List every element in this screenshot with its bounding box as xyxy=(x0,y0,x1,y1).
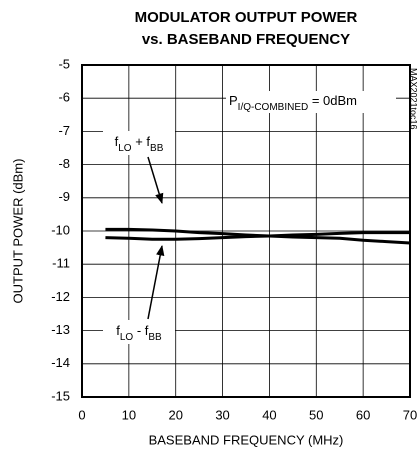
annotation-part: + f xyxy=(132,134,151,149)
arrow xyxy=(147,244,165,320)
annotations xyxy=(103,91,396,344)
y-axis-label: OUTPUT POWER (dBm) xyxy=(10,159,25,304)
x-tick-label: 70 xyxy=(403,407,417,422)
annotation: fLO - fBB xyxy=(116,323,162,343)
lines xyxy=(105,227,411,245)
chart-title: MODULATOR OUTPUT POWER xyxy=(135,9,358,26)
y-tick-label: -13 xyxy=(51,322,70,337)
annotation-part: LO xyxy=(120,332,134,343)
annotation-bg xyxy=(103,131,175,155)
annotation-part: LO xyxy=(118,143,132,154)
watermark: MAX2021toc16 xyxy=(409,68,419,130)
grid xyxy=(81,64,411,398)
arrow xyxy=(147,156,164,205)
y-tick-label: -5 xyxy=(58,56,70,71)
annotation: PI/Q-COMBINED = 0dBm xyxy=(229,93,357,113)
y-tick-label: -9 xyxy=(58,189,70,204)
x-axis-label: BASEBAND FREQUENCY (MHz) xyxy=(149,432,344,447)
chart-title: vs. BASEBAND FREQUENCY xyxy=(142,31,350,48)
series-line xyxy=(105,231,410,241)
x-tick-label: 20 xyxy=(168,407,182,422)
x-tick-label: 10 xyxy=(122,407,136,422)
annotation-part: P xyxy=(229,93,238,108)
y-tick-label: -11 xyxy=(52,256,70,271)
annotation-part: BB xyxy=(150,143,164,154)
y-tick-label: -15 xyxy=(51,388,70,403)
annotation-part: - f xyxy=(133,323,149,338)
x-tick-label: 30 xyxy=(215,407,229,422)
annotation-bg xyxy=(103,320,175,344)
annotation-part: = 0dBm xyxy=(308,93,357,108)
y-tick-label: -12 xyxy=(51,289,70,304)
annotation-bg xyxy=(226,91,396,113)
x-tick-label: 0 xyxy=(78,407,85,422)
y-tick-label: -10 xyxy=(51,222,70,237)
annotation-part: f xyxy=(116,323,120,338)
annotation: fLO + fBB xyxy=(115,134,164,154)
plot-frame xyxy=(81,64,411,398)
y-tick-label: -14 xyxy=(51,355,70,370)
y-tick-label: -7 xyxy=(58,123,70,138)
annotation-part: I/Q-COMBINED xyxy=(238,102,309,113)
annotation-part: f xyxy=(115,134,119,149)
x-tick-label: 40 xyxy=(262,407,276,422)
x-tick-label: 50 xyxy=(309,407,323,422)
annotation-part: BB xyxy=(148,332,162,343)
y-tick-label: -6 xyxy=(58,90,70,105)
y-tick-label: -8 xyxy=(58,156,70,171)
x-tick-label: 60 xyxy=(356,407,370,422)
